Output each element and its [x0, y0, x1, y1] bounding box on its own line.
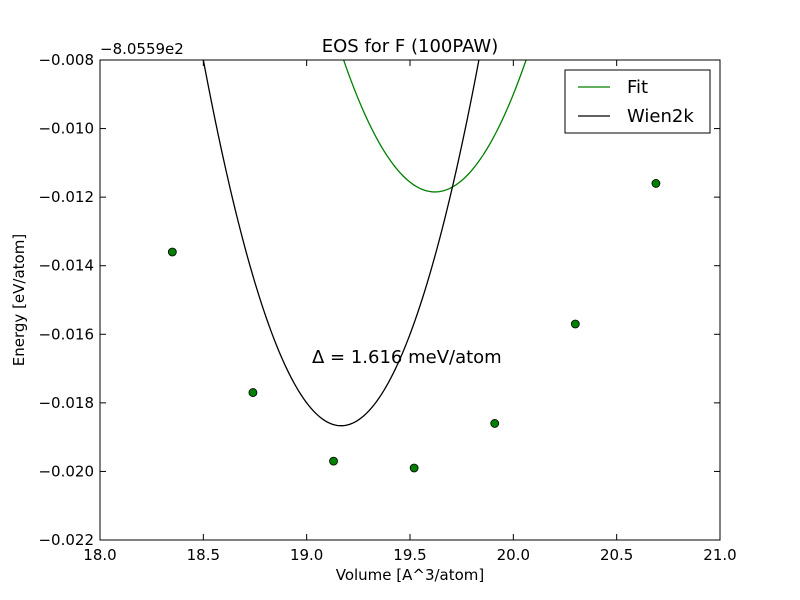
y-tick-label: −0.010	[38, 120, 94, 138]
chart-title: EOS for F (100PAW)	[322, 36, 498, 57]
delta-annotation: Δ = 1.616 meV/atom	[312, 347, 502, 368]
y-offset-label: −8.0559e2	[100, 40, 184, 58]
data-point	[248, 388, 258, 397]
x-tick-label: 19.0	[290, 546, 323, 564]
data-point	[409, 463, 419, 473]
y-tick-label: −0.012	[38, 188, 94, 206]
legend-fit-label: Fit	[627, 77, 648, 98]
y-tick-label: −0.014	[38, 257, 94, 275]
y-tick-label: −0.016	[38, 325, 94, 343]
x-tick-label: 21.0	[703, 546, 736, 564]
data-point	[490, 419, 500, 428]
x-tick-label: 19.5	[393, 546, 426, 564]
data-point	[651, 179, 661, 188]
y-tick-label: −0.022	[38, 531, 94, 549]
x-axis: 18.0 18.5 19.0 19.5 20.0 20.5 21.0	[83, 60, 737, 564]
plot-area	[167, 60, 661, 473]
y-axis: −0.022 −0.020 −0.018 −0.016 −0.014 −0.012 −0.0…	[38, 51, 720, 549]
y-tick-label: −0.020	[38, 462, 94, 480]
x-axis-label: Volume [A^3/atom]	[336, 566, 485, 584]
series-line-wien2k	[202, 60, 480, 427]
x-tick-label: 20.5	[600, 546, 633, 564]
y-axis-label: Energy [eV/atom]	[10, 234, 28, 366]
series-line-fit	[342, 60, 527, 193]
x-tick-label: 18.0	[83, 546, 116, 564]
data-point	[167, 247, 177, 257]
legend-box	[564, 69, 711, 134]
x-tick-label: 20.0	[497, 546, 530, 564]
y-tick-label: −0.008	[38, 51, 94, 69]
data-point	[570, 319, 580, 329]
data-point	[329, 456, 338, 466]
legend-wien2k-label: Wien2k	[627, 106, 694, 127]
x-tick-label: 18.5	[187, 546, 220, 564]
legend: Fit Wien2k	[564, 69, 711, 134]
y-tick-label: −0.018	[38, 394, 94, 412]
